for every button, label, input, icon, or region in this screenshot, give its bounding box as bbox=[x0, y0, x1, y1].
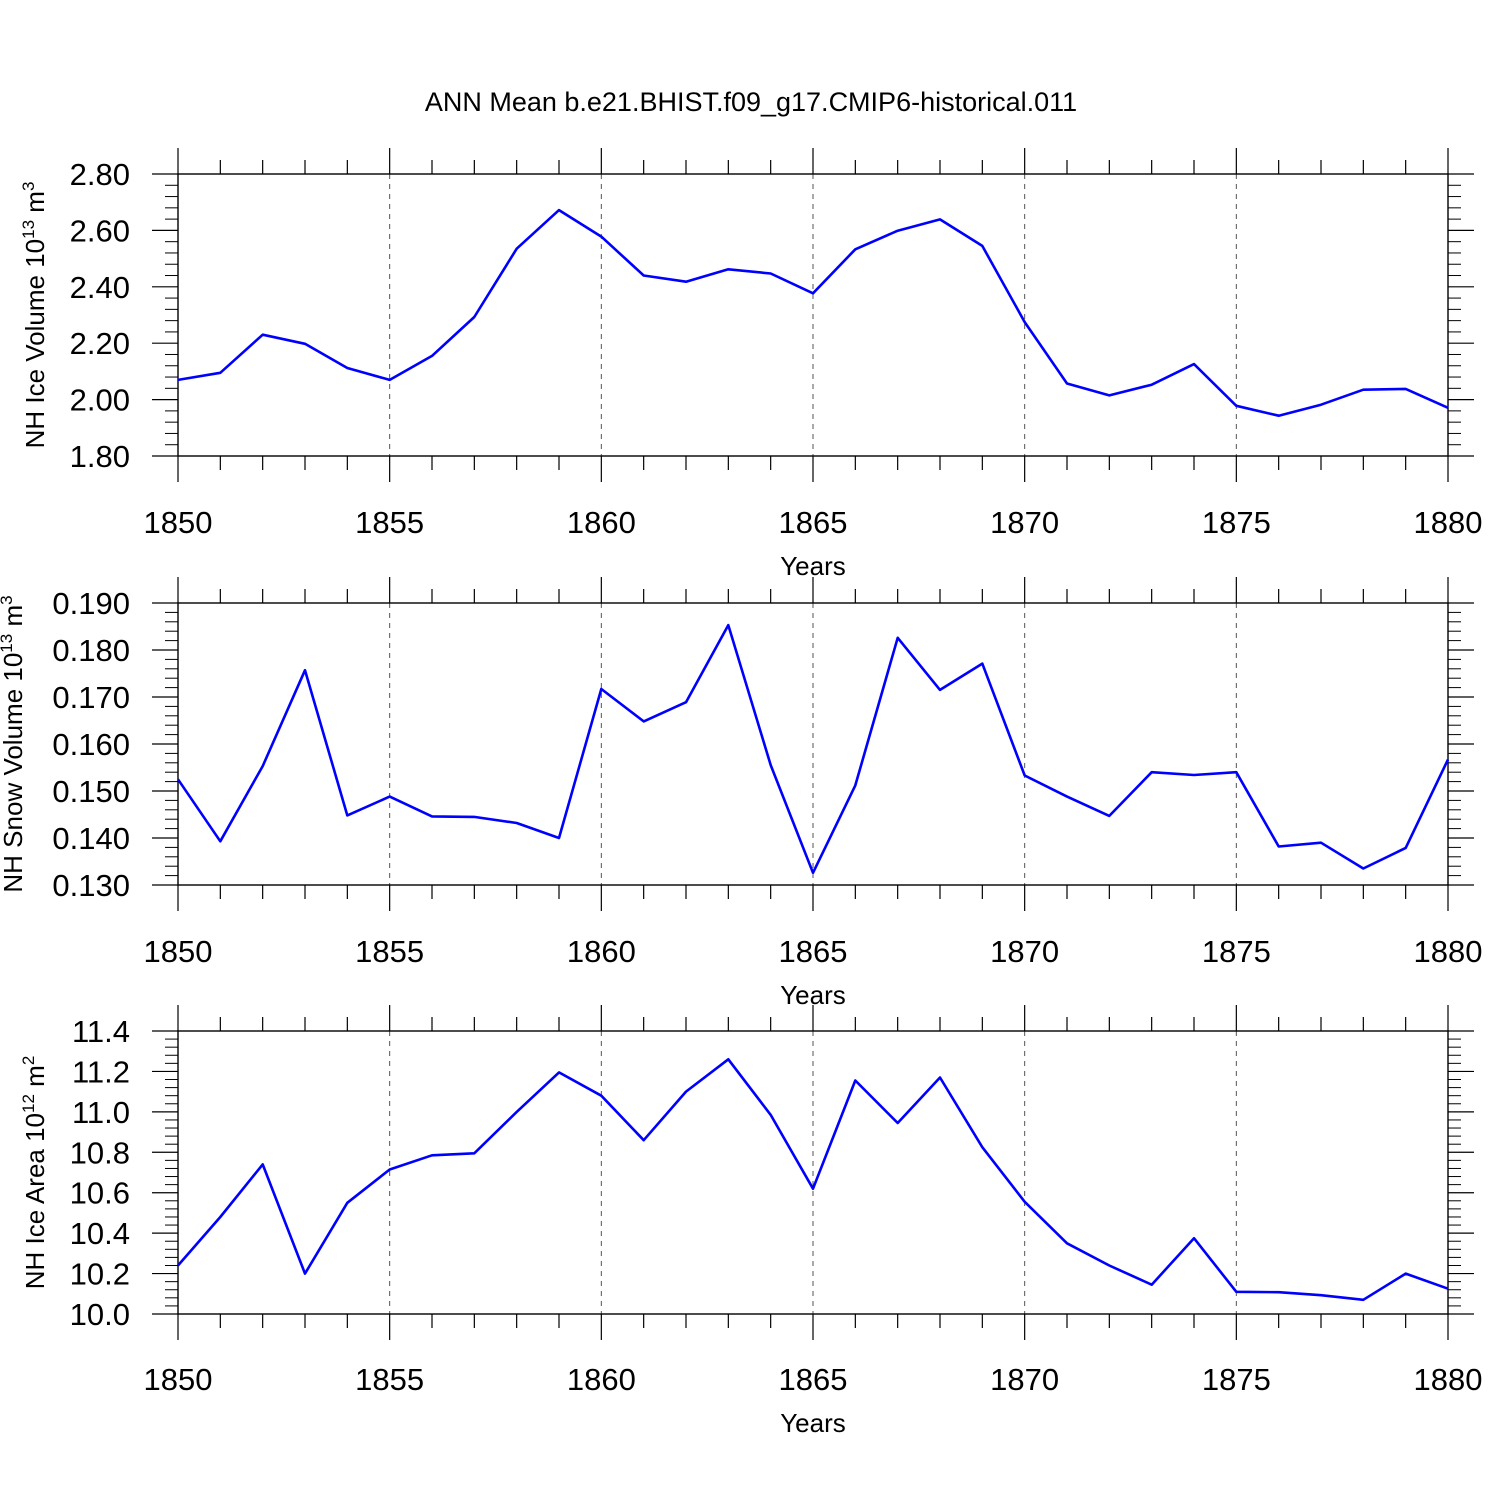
x-tick-label: 1880 bbox=[1414, 505, 1483, 540]
y-tick-label: 10.2 bbox=[70, 1257, 130, 1292]
y-axis-title: NH Snow Volume 1013 m3 bbox=[0, 595, 28, 892]
y-tick-label: 2.80 bbox=[70, 157, 130, 192]
y-tick-label: 2.00 bbox=[70, 383, 130, 418]
y-tick-label: 2.40 bbox=[70, 270, 130, 305]
chart-panel-3: 10.0 10.2 10.4 10.6 10.8 11.0 11.2 11.4 1850 1855… bbox=[19, 1005, 1482, 1438]
y-axis-title: NH Ice Area 1012 m2 bbox=[19, 1056, 50, 1290]
y-tick-label: 10.6 bbox=[70, 1176, 130, 1211]
y-tick-label: 0.140 bbox=[52, 821, 130, 856]
x-tick-label: 1860 bbox=[567, 505, 636, 540]
x-axis-title: Years bbox=[780, 1408, 846, 1438]
figure-title: ANN Mean b.e21.BHIST.f09_g17.CMIP6-histo… bbox=[425, 87, 1077, 117]
x-tick-label: 1880 bbox=[1414, 1362, 1483, 1397]
x-tick-label: 1875 bbox=[1202, 505, 1271, 540]
x-tick-label: 1865 bbox=[779, 934, 848, 969]
y-tick-label: 0.180 bbox=[52, 633, 130, 668]
x-tick-label: 1855 bbox=[355, 934, 424, 969]
chart-panel-2: 0.130 0.140 0.150 0.160 0.170 0.180 0.190 1850 1… bbox=[0, 577, 1482, 1010]
x-tick-label: 1870 bbox=[990, 505, 1059, 540]
y-axis-title: NH Ice Volume 1013 m3 bbox=[19, 182, 50, 449]
x-tick-label: 1865 bbox=[779, 1362, 848, 1397]
y-tick-label: 0.170 bbox=[52, 680, 130, 715]
y-tick-label: 0.130 bbox=[52, 868, 130, 903]
x-tick-label: 1870 bbox=[990, 934, 1059, 969]
x-tick-label: 1860 bbox=[567, 934, 636, 969]
x-tick-label: 1850 bbox=[144, 1362, 213, 1397]
x-tick-label: 1875 bbox=[1202, 1362, 1271, 1397]
x-tick-label: 1850 bbox=[144, 505, 213, 540]
y-tick-label: 11.2 bbox=[72, 1054, 130, 1089]
y-tick-label: 10.4 bbox=[70, 1216, 130, 1251]
y-tick-label: 0.150 bbox=[52, 774, 130, 809]
x-tick-label: 1860 bbox=[567, 1362, 636, 1397]
y-tick-label: 0.160 bbox=[52, 727, 130, 762]
x-tick-label: 1880 bbox=[1414, 934, 1483, 969]
x-tick-label: 1870 bbox=[990, 1362, 1059, 1397]
x-tick-label: 1865 bbox=[779, 505, 848, 540]
series-line bbox=[176, 623, 1450, 875]
series-line bbox=[177, 1058, 1449, 1302]
y-tick-label: 1.80 bbox=[70, 439, 130, 474]
series-line bbox=[177, 208, 1449, 418]
panels: 1.80 2.00 2.20 2.40 2.60 2.80 1850 1855 1860 1865… bbox=[0, 148, 1482, 1438]
x-tick-label: 1855 bbox=[355, 1362, 424, 1397]
y-tick-label: 11.4 bbox=[72, 1014, 130, 1049]
x-tick-label: 1875 bbox=[1202, 934, 1271, 969]
x-tick-label: 1855 bbox=[355, 505, 424, 540]
y-tick-label: 10.8 bbox=[70, 1135, 130, 1170]
y-tick-label: 2.60 bbox=[70, 213, 130, 248]
y-tick-label: 10.0 bbox=[70, 1297, 130, 1332]
y-tick-label: 2.20 bbox=[70, 326, 130, 361]
chart-panel-1: 1.80 2.00 2.20 2.40 2.60 2.80 1850 1855 1860 1865… bbox=[19, 148, 1482, 581]
x-tick-label: 1850 bbox=[144, 934, 213, 969]
y-tick-label: 0.190 bbox=[52, 586, 130, 621]
y-tick-label: 11.0 bbox=[72, 1095, 130, 1130]
x-axis-title: Years bbox=[780, 551, 846, 581]
